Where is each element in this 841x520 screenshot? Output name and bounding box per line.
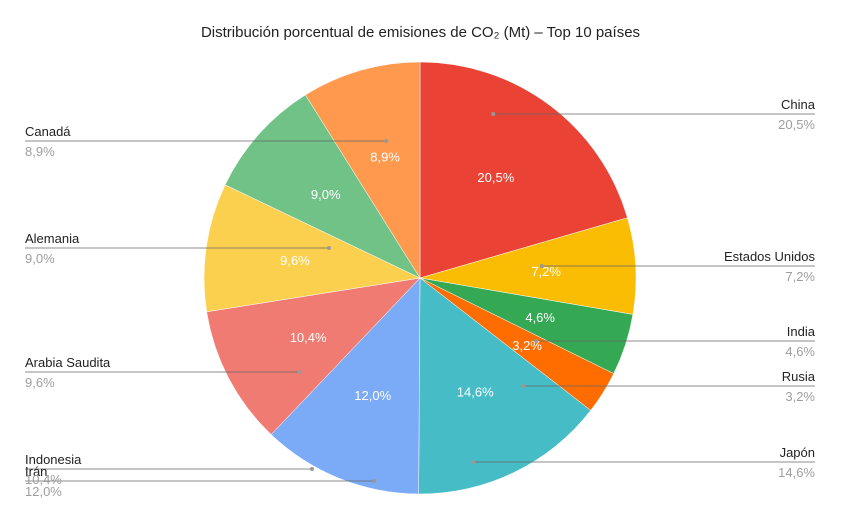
category-label-indonesia: Indonesia (25, 452, 82, 467)
data-label-india: 4,6% (525, 310, 555, 325)
percent-label-indonesia: 10,4% (25, 472, 62, 487)
data-label-indonesia: 10,4% (290, 330, 327, 345)
slice-japon[interactable] (418, 277, 592, 495)
percent-label-iran: 12,0% (25, 484, 62, 499)
leader-dot-iran (372, 479, 377, 483)
category-label-estados-unidos: Estados Unidos (724, 249, 816, 264)
leader-dot-indonesia (309, 467, 314, 471)
percent-label-canada: 8,9% (25, 144, 55, 159)
leader-dot-canada (384, 139, 389, 143)
percent-label-india: 4,6% (785, 344, 815, 359)
slice-indonesia[interactable] (206, 277, 421, 435)
category-label-india: India (787, 324, 816, 339)
percent-label-china: 20,5% (778, 117, 815, 132)
category-label-japon: Japón (780, 445, 815, 460)
slice-canada[interactable] (305, 61, 421, 279)
slice-iran[interactable] (270, 277, 421, 495)
category-label-arabia-saudita: Arabia Saudita (25, 355, 111, 370)
slice-china[interactable] (419, 61, 628, 279)
leader-dot-japon (471, 460, 476, 464)
leader-dot-india (534, 339, 539, 343)
data-label-china: 20,5% (477, 170, 514, 185)
leader-dot-china (491, 112, 496, 116)
percent-label-rusia: 3,2% (785, 389, 815, 404)
category-label-rusia: Rusia (782, 369, 816, 384)
percent-label-alemania: 9,0% (25, 251, 55, 266)
leader-dot-rusia (521, 384, 526, 388)
category-label-iran: Irán (25, 464, 47, 479)
percent-label-japon: 14,6% (778, 465, 815, 480)
data-label-alemania: 9,0% (311, 187, 341, 202)
leader-dot-arabia-saudita (297, 370, 302, 374)
percent-label-estados-unidos: 7,2% (785, 269, 815, 284)
data-label-rusia: 3,2% (512, 338, 542, 353)
data-label-iran: 12,0% (354, 388, 391, 403)
leader-dot-alemania (326, 246, 331, 250)
category-label-canada: Canadá (25, 124, 71, 139)
category-label-alemania: Alemania (25, 231, 80, 246)
leader-dot-estados-unidos (539, 264, 544, 268)
data-label-japon: 14,6% (457, 385, 494, 400)
data-label-estados-unidos: 7,2% (531, 264, 561, 279)
category-label-china: China (781, 97, 816, 112)
data-label-arabia-saudita: 9,6% (280, 253, 310, 268)
percent-label-arabia-saudita: 9,6% (25, 375, 55, 390)
chart-title: Distribución porcentual de emisiones de … (200, 24, 641, 41)
data-label-canada: 8,9% (370, 150, 400, 165)
